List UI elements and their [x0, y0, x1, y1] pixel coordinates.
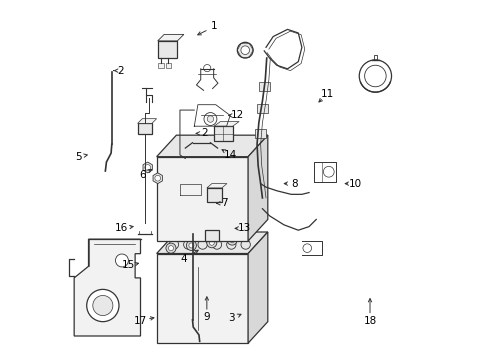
Polygon shape: [156, 135, 267, 157]
Bar: [206, 188, 222, 202]
Polygon shape: [137, 119, 156, 123]
Text: 8: 8: [291, 179, 297, 189]
Text: 9: 9: [203, 312, 210, 322]
Text: 4: 4: [180, 254, 186, 264]
Text: 3: 3: [228, 313, 235, 323]
Text: 15: 15: [121, 260, 134, 270]
Bar: [255, 129, 265, 138]
Circle shape: [206, 238, 216, 248]
Bar: [214, 126, 232, 141]
Circle shape: [86, 289, 119, 321]
Text: 2: 2: [202, 129, 208, 138]
Text: 12: 12: [230, 111, 244, 121]
Circle shape: [183, 240, 193, 249]
Bar: [156, 157, 247, 241]
Text: 17: 17: [134, 316, 147, 325]
Circle shape: [93, 296, 113, 316]
Text: 6: 6: [139, 170, 145, 180]
Polygon shape: [247, 135, 267, 241]
Circle shape: [144, 165, 150, 170]
Polygon shape: [156, 232, 267, 253]
Circle shape: [241, 240, 250, 249]
Circle shape: [165, 243, 176, 253]
Circle shape: [188, 243, 194, 248]
Polygon shape: [142, 162, 152, 173]
Circle shape: [186, 240, 196, 251]
Circle shape: [303, 244, 311, 252]
Circle shape: [198, 240, 207, 249]
Circle shape: [207, 116, 213, 122]
Circle shape: [203, 64, 210, 72]
Text: 13: 13: [237, 224, 251, 233]
Bar: [137, 123, 152, 134]
Circle shape: [169, 240, 178, 249]
Circle shape: [226, 240, 236, 249]
Circle shape: [212, 240, 221, 249]
Bar: [158, 41, 177, 58]
Bar: [158, 63, 164, 68]
Circle shape: [203, 113, 217, 126]
Text: 7: 7: [221, 198, 227, 208]
Text: 18: 18: [363, 316, 376, 325]
Text: 10: 10: [348, 179, 362, 189]
Circle shape: [168, 246, 173, 251]
Circle shape: [237, 42, 253, 58]
Polygon shape: [214, 122, 239, 126]
Bar: [204, 230, 219, 241]
Text: 11: 11: [320, 89, 333, 99]
Text: 14: 14: [224, 150, 237, 160]
Bar: [258, 82, 269, 91]
Polygon shape: [206, 184, 226, 188]
Circle shape: [241, 46, 249, 54]
Polygon shape: [158, 35, 183, 41]
Circle shape: [115, 254, 128, 267]
Bar: [165, 63, 171, 68]
Text: 5: 5: [75, 152, 82, 162]
Bar: [257, 104, 267, 113]
Circle shape: [227, 235, 237, 245]
Circle shape: [323, 166, 333, 177]
Circle shape: [209, 240, 214, 245]
Circle shape: [155, 175, 160, 181]
Polygon shape: [247, 232, 267, 343]
Bar: [156, 253, 247, 343]
Text: 2: 2: [117, 66, 124, 76]
Text: 1: 1: [210, 21, 217, 31]
Text: 16: 16: [115, 224, 128, 233]
Polygon shape: [153, 173, 162, 184]
Circle shape: [229, 238, 234, 243]
Polygon shape: [74, 239, 140, 336]
